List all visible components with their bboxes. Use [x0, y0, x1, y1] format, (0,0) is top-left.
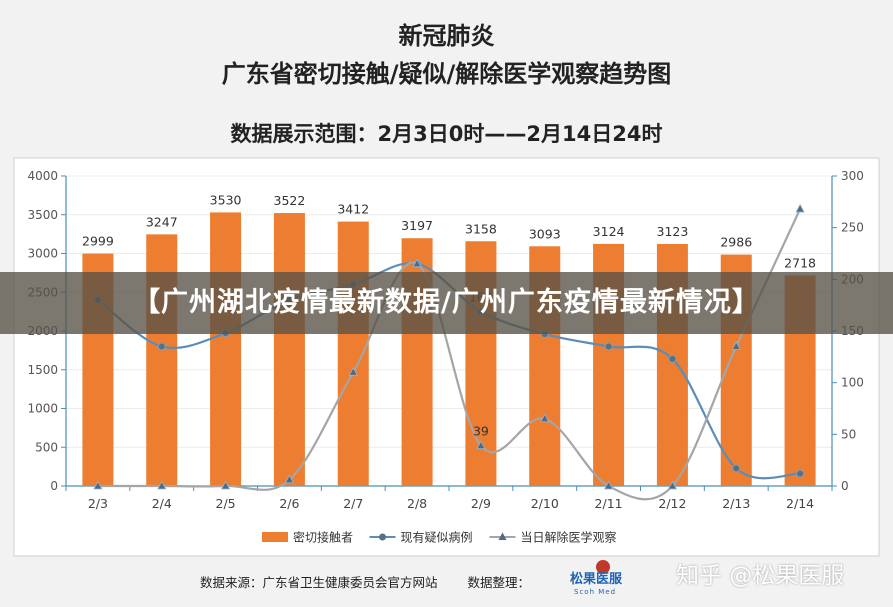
data-source: 数据来源：广东省卫生健康委员会官方网站 — [200, 575, 438, 590]
released-point — [348, 366, 358, 376]
suspected-point — [668, 354, 677, 363]
bar-value-label: 2986 — [720, 235, 752, 250]
released-point — [795, 203, 805, 213]
data-organizer: 数据整理： — [467, 575, 531, 590]
legend-swatch-marker — [498, 532, 507, 540]
x-tick-label: 2/10 — [531, 496, 559, 511]
bar-value-label: 3247 — [146, 214, 178, 229]
suspected-point — [796, 469, 805, 478]
bar-value-label: 3124 — [593, 224, 625, 239]
x-tick-label: 2/4 — [152, 496, 172, 511]
point-value-label: 39 — [473, 424, 489, 439]
legend-label: 现有疑似病例 — [401, 530, 473, 545]
released-point — [731, 341, 741, 350]
released-point — [667, 480, 678, 490]
watermark: 知乎 @松果医服 — [676, 563, 845, 589]
right-tick-label: 0 — [841, 479, 849, 493]
left-tick-label: 3500 — [27, 208, 58, 222]
x-tick-label: 2/3 — [88, 496, 108, 511]
left-tick-label: 3000 — [27, 247, 58, 261]
suspected-point — [732, 464, 741, 473]
released-point — [603, 480, 614, 490]
right-tick-label: 250 — [841, 221, 864, 235]
released-point — [220, 480, 231, 490]
chart-title: 新冠肺炎 — [398, 22, 495, 50]
bar-value-label: 3158 — [465, 221, 497, 236]
legend-label: 当日解除医学观察 — [521, 530, 617, 545]
left-tick-label: 0 — [50, 479, 58, 493]
legend-swatch-marker — [379, 533, 386, 541]
left-tick-label: 4000 — [27, 169, 58, 183]
x-tick-label: 2/5 — [216, 496, 236, 511]
released-point — [157, 480, 167, 490]
left-tick-label: 1000 — [27, 402, 58, 416]
right-tick-label: 50 — [841, 427, 856, 441]
bar-value-label: 2999 — [82, 234, 114, 249]
bar-value-label: 3197 — [401, 218, 433, 233]
legend-label: 密切接触者 — [293, 530, 353, 545]
left-tick-label: 1500 — [27, 363, 58, 377]
released-line — [97, 208, 802, 501]
brand-logo-sub: Scoh Med — [574, 588, 617, 596]
bar — [210, 212, 242, 487]
banner-text: 【广州湖北疫情最新数据/广州广东疫情最新情况】 — [133, 287, 760, 318]
overlay-banner: 【广州湖北疫情最新数据/广州广东疫情最新情况】 — [0, 272, 893, 334]
suspected-point — [604, 342, 613, 351]
brand-logo: 松果医服 — [570, 572, 623, 587]
legend-swatch-bar — [262, 532, 288, 542]
released-point — [93, 480, 103, 490]
bar — [337, 221, 369, 486]
chart-subtitle: 广东省密切接触/疑似/解除医学观察趋势图 — [221, 60, 672, 88]
x-tick-label: 2/8 — [407, 496, 427, 511]
left-tick-label: 500 — [35, 440, 58, 454]
x-tick-label: 2/14 — [786, 496, 814, 511]
x-tick-label: 2/12 — [658, 496, 686, 511]
released-point — [540, 413, 550, 423]
bar-value-label: 2718 — [784, 255, 816, 270]
x-tick-label: 2/9 — [471, 496, 491, 511]
footer: 数据来源：广东省卫生健康委员会官方网站 数据整理： — [200, 572, 556, 591]
bar-value-label: 3530 — [210, 192, 242, 207]
released-point — [412, 258, 422, 268]
released-point — [284, 474, 295, 484]
right-tick-label: 100 — [841, 376, 864, 390]
bar-value-label: 3412 — [337, 202, 369, 217]
data-range-label: 数据展示范围：2月3日0时——2月14日24时 — [230, 122, 663, 146]
bar-value-label: 3123 — [657, 224, 689, 239]
x-tick-label: 2/7 — [343, 496, 363, 511]
bar-value-label: 3522 — [274, 193, 306, 208]
logo-pot-icon — [596, 560, 610, 574]
released-point — [476, 440, 486, 450]
x-tick-label: 2/6 — [279, 496, 299, 511]
right-tick-label: 300 — [841, 169, 864, 183]
bar-value-label: 3093 — [529, 226, 561, 241]
bar — [273, 213, 305, 487]
x-tick-label: 2/13 — [722, 496, 750, 511]
suspected-point — [157, 342, 166, 351]
x-tick-label: 2/11 — [595, 496, 623, 511]
